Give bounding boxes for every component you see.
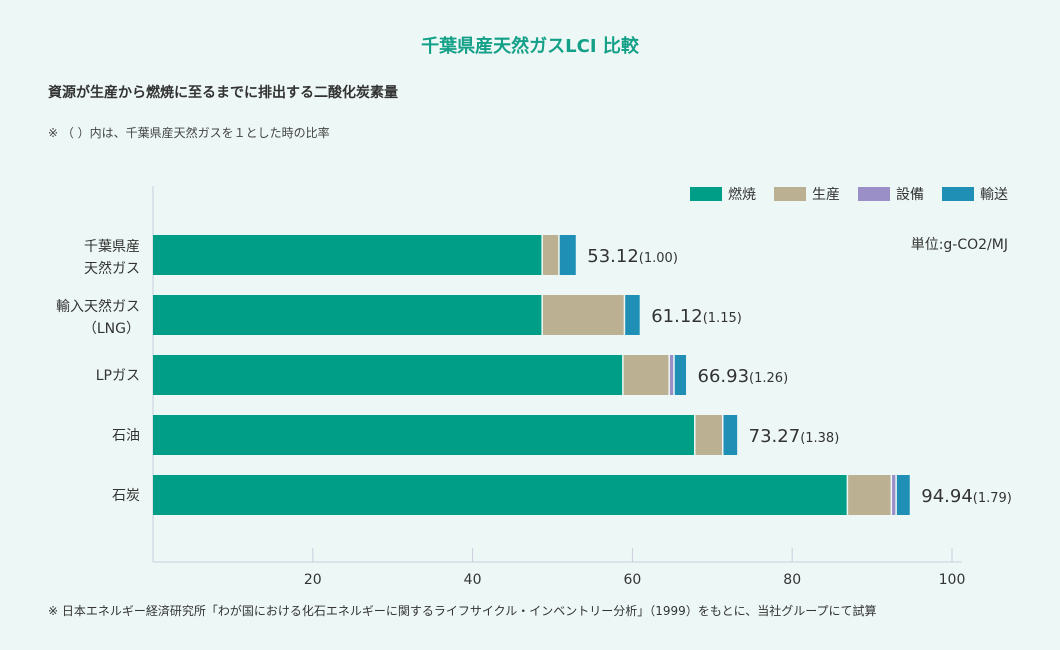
bar-segment-燃焼 bbox=[153, 235, 542, 275]
x-tick-label: 20 bbox=[304, 572, 322, 588]
category-label: 輸入天然ガス bbox=[56, 298, 140, 315]
bar-total-label: 53.12(1.00) bbox=[587, 246, 678, 267]
bar-segment-燃焼 bbox=[153, 295, 542, 335]
bar-segment-輸送 bbox=[674, 355, 687, 395]
bar-total-label: 94.94(1.79) bbox=[921, 486, 1012, 507]
bar-segment-生産 bbox=[848, 475, 891, 515]
bar-total-label: 73.27(1.38) bbox=[749, 426, 840, 447]
legend-swatch bbox=[774, 187, 806, 201]
legend-label: 輸送 bbox=[980, 187, 1008, 203]
x-tick-label: 80 bbox=[783, 572, 801, 588]
bar-segment-生産 bbox=[542, 295, 624, 335]
legend-item: 燃焼 bbox=[690, 184, 756, 204]
legend-item: 設備 bbox=[858, 184, 924, 204]
category-label: LPガス bbox=[96, 368, 140, 384]
category-label: 石油 bbox=[112, 428, 140, 444]
bar-segment-燃焼 bbox=[153, 355, 623, 395]
bar-segment-輸送 bbox=[625, 295, 640, 335]
legend: 燃焼 生産 設備 輸送 bbox=[690, 184, 1008, 204]
legend-swatch bbox=[858, 187, 890, 201]
bar-segment-輸送 bbox=[896, 475, 910, 515]
bar-segment-輸送 bbox=[559, 235, 576, 275]
category-label: 石炭 bbox=[112, 488, 140, 504]
bar-segment-生産 bbox=[542, 235, 559, 275]
legend-swatch bbox=[690, 187, 722, 201]
legend-item: 生産 bbox=[774, 184, 840, 204]
bar-segment-輸送 bbox=[723, 415, 738, 455]
unit-label: 単位:g-CO2/MJ bbox=[910, 237, 1008, 253]
bar-total-label: 66.93(1.26) bbox=[698, 366, 789, 387]
bar-segment-生産 bbox=[695, 415, 722, 455]
bar-segment-燃焼 bbox=[153, 475, 847, 515]
bar-segment-設備 bbox=[669, 355, 674, 395]
category-label: （LNG） bbox=[83, 321, 140, 337]
legend-label: 設備 bbox=[896, 187, 924, 203]
legend-item: 輸送 bbox=[942, 184, 1008, 204]
legend-swatch bbox=[942, 187, 974, 201]
chart-title: 千葉県産天然ガスLCI 比較 bbox=[421, 36, 639, 57]
x-tick-label: 60 bbox=[623, 572, 641, 588]
chart-subtitle: 資源が生産から燃焼に至るまでに排出する二酸化炭素量 bbox=[48, 85, 398, 101]
bar-segment-設備 bbox=[892, 475, 896, 515]
legend-label: 生産 bbox=[812, 187, 840, 203]
footnote: ※ 日本エネルギー経済研究所「わが国における化石エネルギーに関するライフサイクル… bbox=[48, 604, 877, 618]
category-label: 千葉県産 bbox=[84, 239, 140, 255]
category-label: 天然ガス bbox=[84, 260, 140, 277]
bar-segment-燃焼 bbox=[153, 415, 695, 455]
x-tick-label: 100 bbox=[939, 572, 966, 588]
bar-segment-生産 bbox=[623, 355, 669, 395]
legend-label: 燃焼 bbox=[728, 187, 756, 203]
ratio-note: ※ （ ）内は、千葉県産天然ガスを１とした時の比率 bbox=[48, 126, 330, 140]
x-tick-label: 40 bbox=[464, 572, 482, 588]
bar-total-label: 61.12(1.15) bbox=[651, 306, 742, 327]
